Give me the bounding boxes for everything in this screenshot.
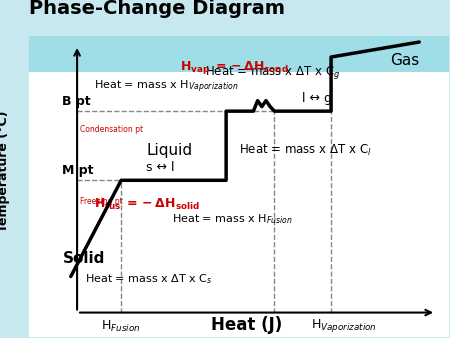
Text: Heat = mass x $\Delta$T x C$_l$: Heat = mass x $\Delta$T x C$_l$ — [238, 143, 371, 158]
Text: $\bf{H_{fus}}$ $\bf{= -\Delta H_{solid}}$: $\bf{H_{fus}}$ $\bf{= -\Delta H_{solid}}… — [94, 197, 200, 212]
Text: Solid: Solid — [63, 251, 105, 266]
Text: B pt: B pt — [63, 95, 91, 108]
FancyBboxPatch shape — [29, 36, 449, 72]
Text: Freezing pt: Freezing pt — [80, 197, 123, 206]
Text: Heat = mass x $\Delta$T x C$_s$: Heat = mass x $\Delta$T x C$_s$ — [86, 272, 213, 286]
Text: l ↔ g: l ↔ g — [302, 92, 332, 105]
Text: s ↔ l: s ↔ l — [146, 161, 175, 174]
FancyBboxPatch shape — [29, 36, 449, 337]
Text: Liquid: Liquid — [146, 143, 193, 158]
Text: H$_{Vaporization}$: H$_{Vaporization}$ — [310, 317, 377, 334]
Text: H$_{Fusion}$: H$_{Fusion}$ — [101, 318, 141, 334]
Text: Temperature (°C): Temperature (°C) — [0, 111, 10, 232]
Text: Phase-Change Diagram: Phase-Change Diagram — [29, 0, 285, 18]
Text: Heat = mass x H$_{Vaporization}$: Heat = mass x H$_{Vaporization}$ — [94, 79, 238, 95]
Text: Heat = mass x $\Delta$T x C$_g$: Heat = mass x $\Delta$T x C$_g$ — [205, 64, 341, 80]
Text: Heat = mass x H$_{Fusion}$: Heat = mass x H$_{Fusion}$ — [171, 213, 292, 226]
Text: M pt: M pt — [63, 164, 94, 177]
Text: Gas: Gas — [390, 52, 419, 68]
Text: $\bf{H_{vap}}$ $\bf{= -\Delta H_{cond}}$: $\bf{H_{vap}}$ $\bf{= -\Delta H_{cond}}$ — [180, 59, 288, 76]
Text: Heat (J): Heat (J) — [212, 316, 283, 334]
Text: Condensation pt: Condensation pt — [80, 125, 143, 134]
